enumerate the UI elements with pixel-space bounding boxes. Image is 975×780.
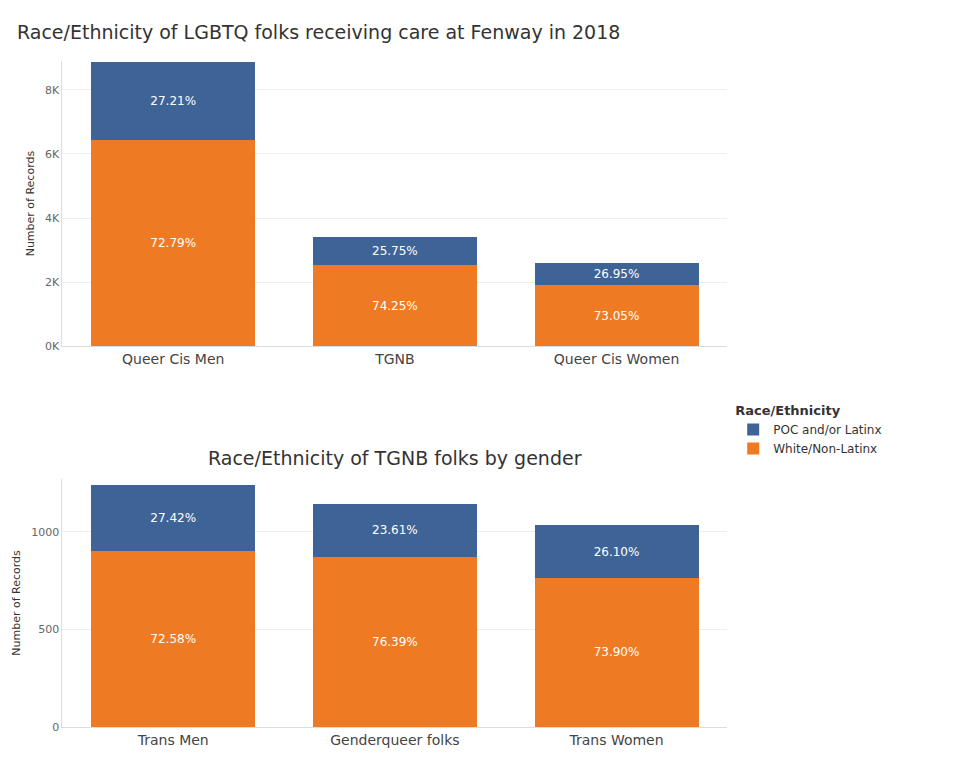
svg-text:76.39%: 76.39% [372, 635, 418, 649]
svg-text:Number of Records: Number of Records [10, 550, 23, 656]
svg-text:Number of Records: Number of Records [24, 151, 37, 257]
svg-text:73.05%: 73.05% [594, 309, 640, 323]
svg-text:72.79%: 72.79% [150, 236, 196, 250]
svg-text:Race/Ethnicity of TGNB folks b: Race/Ethnicity of TGNB folks by gender [208, 447, 582, 469]
svg-text:Queer Cis Men: Queer Cis Men [122, 351, 224, 367]
svg-text:Trans Men: Trans Men [137, 732, 209, 748]
svg-text:0: 0 [52, 721, 59, 734]
svg-text:26.10%: 26.10% [594, 545, 640, 559]
svg-text:TGNB: TGNB [374, 351, 414, 367]
svg-text:Queer Cis Women: Queer Cis Women [554, 351, 679, 367]
svg-text:500: 500 [38, 623, 59, 636]
svg-text:23.61%: 23.61% [372, 523, 418, 537]
svg-text:0K: 0K [45, 340, 60, 353]
svg-text:27.42%: 27.42% [150, 511, 196, 525]
svg-text:6K: 6K [45, 148, 60, 161]
svg-text:72.58%: 72.58% [150, 632, 196, 646]
svg-text:74.25%: 74.25% [372, 299, 418, 313]
svg-text:73.90%: 73.90% [594, 645, 640, 659]
svg-text:8K: 8K [45, 84, 60, 97]
svg-text:Race/Ethnicity of LGBTQ folks: Race/Ethnicity of LGBTQ folks receiving … [17, 21, 620, 43]
svg-text:POC and/or Latinx: POC and/or Latinx [773, 423, 881, 437]
svg-text:Race/Ethnicity: Race/Ethnicity [735, 403, 840, 418]
svg-text:26.95%: 26.95% [594, 267, 640, 281]
svg-text:Trans Women: Trans Women [568, 732, 663, 748]
svg-text:4K: 4K [45, 212, 60, 225]
svg-text:White/Non-Latinx: White/Non-Latinx [773, 442, 877, 456]
svg-text:27.21%: 27.21% [150, 94, 196, 108]
svg-text:1000: 1000 [31, 526, 59, 539]
svg-text:Genderqueer folks: Genderqueer folks [330, 732, 459, 748]
svg-text:2K: 2K [45, 276, 60, 289]
svg-text:25.75%: 25.75% [372, 244, 418, 258]
